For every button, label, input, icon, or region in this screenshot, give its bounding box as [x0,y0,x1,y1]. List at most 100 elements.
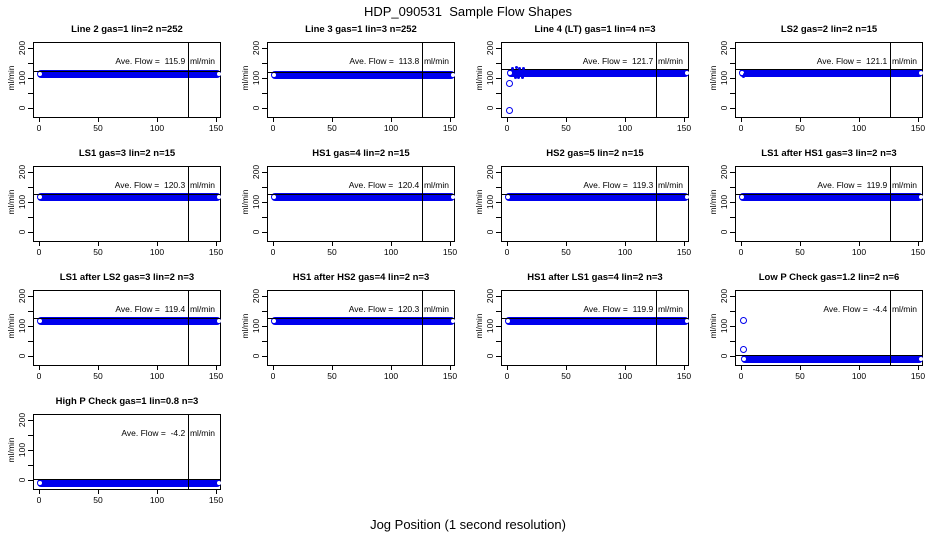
x-tick-label: 150 [676,123,692,133]
x-axis-tick [273,365,274,370]
y-tick-label: 0 [719,353,729,359]
flow-reference-line [268,193,454,195]
x-axis-tick [332,241,333,246]
x-tick-label: 50 [93,495,103,505]
y-axis-tick [28,93,33,94]
outlier-point [506,79,514,87]
data-band [739,68,924,77]
x-axis-tick [800,365,801,370]
y-axis-tick [496,202,501,203]
y-axis-tick [28,78,33,79]
y-tick-label: 100 [251,70,261,86]
band-end-right [450,195,455,199]
subplot: High P Check gas=1 lin=0.8 n=3 Ave. Flow … [0,392,234,516]
x-axis-tick [157,489,158,494]
x-axis-tick [566,117,567,122]
y-tick-label: 200 [17,40,27,56]
x-tick-label: 100 [149,123,165,133]
flow-reference-line [502,69,688,71]
plot-area: Ave. Flow = 120.3 ml/min [33,166,222,242]
data-point [741,74,745,78]
x-axis-tick [39,365,40,370]
jog-marker-line [421,43,423,117]
subplot-title: High P Check gas=1 lin=0.8 n=3 [55,396,199,407]
y-tick-label: 100 [719,318,729,334]
y-axis-tick [28,296,33,297]
y-axis-tick [262,172,267,173]
y-axis-label: ml/min [240,65,250,91]
x-axis-tick [625,365,626,370]
plot-area: Ave. Flow = -4.4 ml/min [735,290,924,366]
x-axis-tick [450,117,451,122]
data-band [271,317,456,325]
avg-flow-label: Ave. Flow = -4.4 ml/min [823,304,917,314]
x-tick-label: 50 [327,247,337,257]
jog-marker-line [655,43,657,117]
x-tick-label: 50 [327,123,337,133]
y-tick-label: 100 [251,194,261,210]
y-tick-label: 0 [251,229,261,235]
y-axis-tick [262,296,267,297]
y-axis-tick [28,435,33,436]
x-axis-tick [507,117,508,122]
y-axis-tick [28,311,33,312]
y-axis-tick [496,326,501,327]
x-axis-tick [273,241,274,246]
y-axis-tick [28,465,33,466]
data-band [739,193,924,201]
y-tick-label: 0 [719,105,729,111]
jog-marker-line [889,43,891,117]
y-axis-tick [496,296,501,297]
data-band [741,354,924,363]
avg-flow-label: Ave. Flow = 121.1 ml/min [816,56,917,66]
subplot-title: LS2 gas=2 lin=2 n=15 [780,24,878,35]
y-tick-label: 200 [719,164,729,180]
x-tick-label: 50 [795,247,805,257]
jog-marker-line [187,43,189,117]
y-axis-tick [262,108,267,109]
y-axis-tick [730,48,735,49]
plot-area: Ave. Flow = 120.3 ml/min [267,290,456,366]
flow-reference-line [736,69,922,71]
band-end-left [505,195,510,200]
y-axis-tick [730,187,735,188]
x-tick-label: 150 [442,123,458,133]
plot-area: Ave. Flow = 115.9 ml/min [33,42,222,118]
y-tick-label: 100 [17,194,27,210]
band-end-right [216,480,221,485]
y-tick-label: 100 [17,442,27,458]
x-tick-label: 100 [383,123,399,133]
data-band [37,478,222,487]
y-axis-tick [28,232,33,233]
y-axis-label: ml/min [240,189,250,215]
x-tick-label: 0 [738,247,744,257]
y-axis-tick [28,48,33,49]
jog-marker-line [187,167,189,241]
flow-reference-line [268,71,454,73]
x-tick-label: 150 [910,371,926,381]
avg-flow-label: Ave. Flow = 121.7 ml/min [582,56,683,66]
y-axis-tick [28,217,33,218]
flow-reference-line [34,193,220,195]
y-axis-tick [496,93,501,94]
x-axis-tick [216,241,217,246]
y-axis-tick [496,232,501,233]
y-tick-label: 200 [251,40,261,56]
band-end-left [739,70,744,75]
flow-reference-line [34,479,220,481]
subplot: HS2 gas=5 lin=2 n=15 Ave. Flow = 119.3 ml… [468,144,702,268]
outlier-point [506,107,514,115]
y-axis-tick [262,93,267,94]
y-tick-label: 200 [17,164,27,180]
band-end-right [450,72,455,77]
x-tick-label: 50 [93,247,103,257]
plot-area: Ave. Flow = 119.3 ml/min [501,166,690,242]
subplot-title: HS1 gas=4 lin=2 n=15 [312,148,410,159]
y-tick-label: 100 [485,70,495,86]
y-axis-tick [262,311,267,312]
x-tick-label: 150 [442,371,458,381]
x-tick-label: 100 [383,247,399,257]
x-tick-label: 50 [327,371,337,381]
avg-flow-label: Ave. Flow = 119.9 ml/min [583,304,683,314]
